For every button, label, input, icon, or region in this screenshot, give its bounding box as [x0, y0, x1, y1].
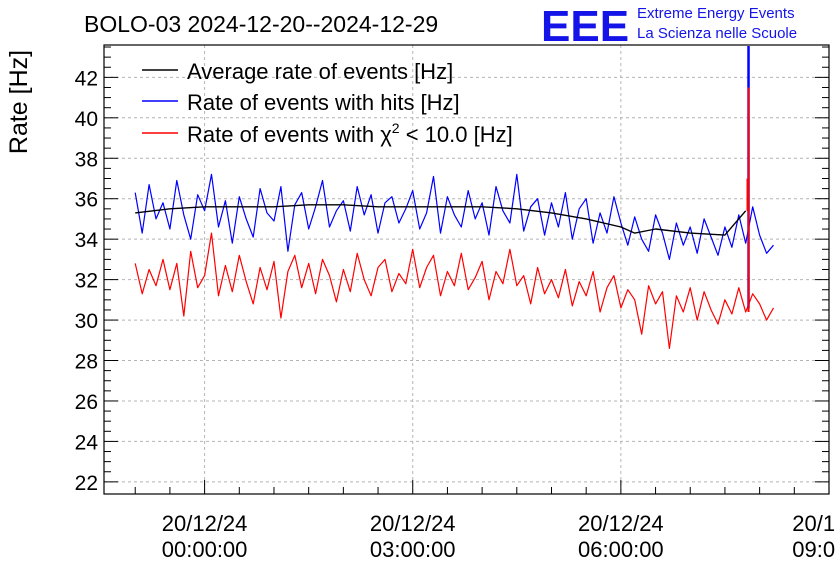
- x-tick-date: 20/12/24: [370, 511, 456, 536]
- legend-chi2-prefix: Rate of events with: [187, 122, 380, 147]
- legend-chi2-symbol: χ: [380, 122, 392, 147]
- y-tick-label: 36: [75, 189, 98, 212]
- y-tick-label: 30: [75, 310, 98, 333]
- y-tick-label: 42: [75, 67, 98, 90]
- series-group: [134, 46, 775, 349]
- chart-title: BOLO-03 2024-12-20--2024-12-29: [84, 11, 438, 37]
- legend-label-hits: Rate of events with hits [Hz]: [187, 90, 460, 115]
- legend-label-average: Average rate of events [Hz]: [187, 59, 453, 84]
- series-line-chi2: [134, 232, 775, 349]
- y-tick-label: 40: [75, 108, 98, 131]
- y-tick-label: 22: [75, 472, 98, 495]
- y-tick-label: 26: [75, 391, 98, 414]
- legend: Average rate of events [Hz] Rate of even…: [142, 59, 513, 147]
- y-axis-label: Rate [Hz]: [5, 50, 33, 154]
- axes: [103, 44, 830, 495]
- x-tick-time: 09:00:0: [792, 537, 836, 562]
- y-tick-label: 34: [75, 229, 99, 252]
- x-tick-time: 03:00:00: [370, 537, 456, 562]
- x-tick-time: 06:00:00: [578, 537, 664, 562]
- legend-chi2-superscript: 2: [392, 120, 400, 136]
- x-tick-date: 20/12/24: [162, 511, 248, 536]
- x-tick-date: 20/12/24: [578, 511, 664, 536]
- series-line-hits: [134, 173, 774, 260]
- eee-logo: EEE Extreme Energy Events La Scienza nel…: [541, 2, 797, 51]
- legend-label-chi2: Rate of events with χ2 < 10.0 [Hz]: [187, 120, 513, 147]
- x-tick-date: 20/12/2: [792, 511, 836, 536]
- y-tick-label: 24: [75, 431, 99, 454]
- series-line-average: [135, 204, 747, 236]
- y-tick-label: 32: [75, 270, 98, 293]
- tick-labels: 222426283032343638404220/12/2400:00:0020…: [75, 67, 836, 562]
- plot-frame: [103, 44, 830, 495]
- logo-line-2: La Scienza nelle Scuole: [637, 25, 797, 42]
- y-tick-label: 28: [75, 351, 98, 374]
- legend-chi2-suffix: < 10.0 [Hz]: [400, 122, 513, 147]
- logo-line-1: Extreme Energy Events: [637, 5, 795, 22]
- logo-letters: EEE: [541, 2, 629, 51]
- x-tick-time: 00:00:00: [162, 537, 248, 562]
- y-tick-label: 38: [75, 148, 98, 171]
